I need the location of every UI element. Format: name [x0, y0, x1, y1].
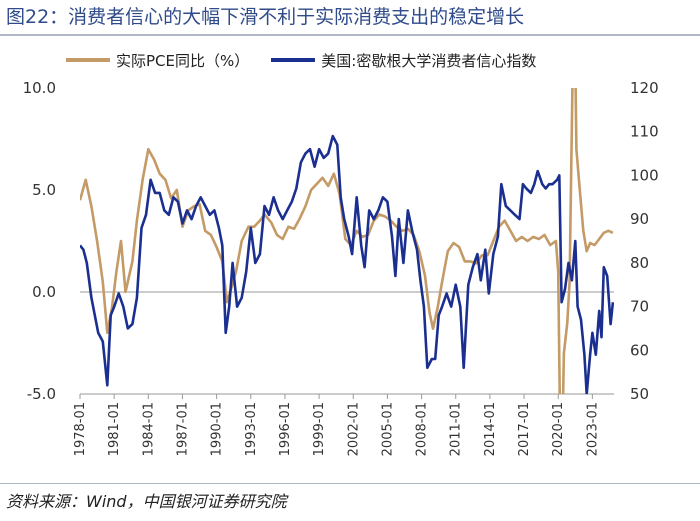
- x-tick-label: 2005-01: [380, 402, 395, 456]
- x-tick-label: 1981-01: [107, 402, 122, 456]
- source-note: 资料来源：Wind，中国银河证券研究院: [6, 492, 287, 511]
- x-tick-label: 1990-01: [210, 402, 225, 456]
- x-tick-label: 2002-01: [346, 402, 361, 456]
- y-right-tick-label: 100: [630, 166, 659, 184]
- legend-label-sentiment: 美国:密歇根大学消费者信心指数: [321, 51, 537, 70]
- x-tick-label: 2014-01: [483, 402, 498, 456]
- y-right-tick-label: 60: [630, 341, 649, 359]
- source-divider: [0, 483, 700, 484]
- title-divider: [0, 34, 700, 36]
- y-right-tick-label: 70: [630, 298, 649, 316]
- chart-legend: 实际PCE同比（%） 美国:密歇根大学消费者信心指数: [66, 48, 558, 72]
- x-tick-label: 1993-01: [244, 402, 259, 456]
- x-tick-label: 2020-01: [551, 402, 566, 456]
- legend-item-sentiment: 美国:密歇根大学消费者信心指数: [271, 50, 536, 71]
- y-left-tick-label: 5.0: [32, 181, 56, 199]
- y-left-tick-label: 0.0: [32, 283, 56, 301]
- y-left-tick-label: -5.0: [27, 385, 56, 403]
- series-line-pce: [80, 88, 614, 394]
- x-tick-label: 1978-01: [73, 402, 88, 456]
- y-left-tick-label: 10.0: [23, 79, 56, 97]
- legend-item-pce: 实际PCE同比（%）: [66, 50, 249, 71]
- x-tick-label: 2008-01: [415, 402, 430, 456]
- x-tick-label: 1984-01: [141, 402, 156, 456]
- x-tick-label: 2017-01: [517, 402, 532, 456]
- y-right-tick-label: 120: [630, 79, 659, 97]
- series-line-sentiment: [80, 134, 614, 394]
- legend-swatch-sentiment: [271, 58, 316, 62]
- chart-title: 图22：消费者信心的大幅下滑不利于实际消费支出的稳定增长: [6, 6, 525, 28]
- y-right-tick-label: 50: [630, 385, 649, 403]
- x-tick-label: 1996-01: [278, 402, 293, 456]
- legend-swatch-pce: [66, 58, 110, 62]
- y-right-tick-label: 90: [630, 210, 649, 228]
- x-tick-label: 2023-01: [585, 402, 600, 456]
- x-tick-label: 2011-01: [449, 402, 464, 456]
- x-tick-label: 1999-01: [312, 402, 327, 456]
- x-tick-label: 1987-01: [175, 402, 190, 456]
- y-right-tick-label: 80: [630, 254, 649, 272]
- y-right-tick-label: 110: [630, 123, 659, 141]
- legend-label-pce: 实际PCE同比（%）: [116, 51, 250, 70]
